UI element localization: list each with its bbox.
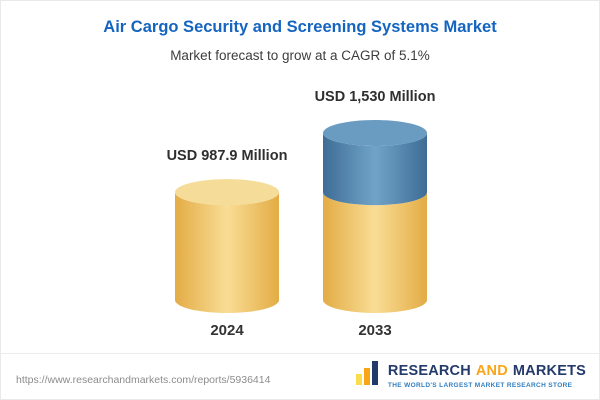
logo-tagline: THE WORLD'S LARGEST MARKET RESEARCH STOR… bbox=[387, 381, 573, 389]
chart-subtitle: Market forecast to grow at a CAGR of 5.1… bbox=[170, 48, 430, 63]
category-label-2033: 2033 bbox=[358, 322, 392, 339]
logo-word-research: RESEARCH bbox=[387, 362, 471, 379]
logo-wordmark: RESEARCH AND MARKETS bbox=[388, 363, 586, 379]
research-and-markets-logo[interactable]: RESEARCH AND MARKETS THE WORLD'S LARGEST… bbox=[355, 360, 586, 391]
source-url[interactable]: https://www.researchandmarkets.com/repor… bbox=[16, 374, 271, 386]
chart-title: Air Cargo Security and Screening Systems… bbox=[103, 18, 497, 36]
logo-text-block: RESEARCH AND MARKETS THE WORLD'S LARGEST… bbox=[388, 363, 586, 389]
logo-word-markets: MARKETS bbox=[512, 362, 586, 379]
footer-divider bbox=[0, 353, 600, 354]
logo-word-and: AND bbox=[475, 362, 508, 379]
category-label-2024: 2024 bbox=[210, 322, 244, 339]
bar-chart-logo-icon bbox=[355, 360, 381, 391]
value-label-2024: USD 987.9 Million bbox=[166, 148, 288, 165]
value-label-2033: USD 1,530 Million bbox=[314, 89, 436, 105]
